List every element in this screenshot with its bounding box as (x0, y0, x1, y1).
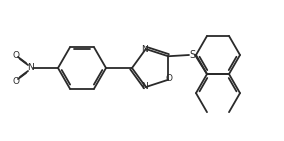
Text: O: O (12, 50, 20, 60)
Text: N: N (27, 63, 34, 72)
Text: S: S (189, 50, 195, 60)
Text: O: O (12, 77, 20, 85)
Text: N: N (141, 81, 148, 91)
Text: N: N (141, 46, 148, 54)
Text: O: O (166, 74, 173, 83)
